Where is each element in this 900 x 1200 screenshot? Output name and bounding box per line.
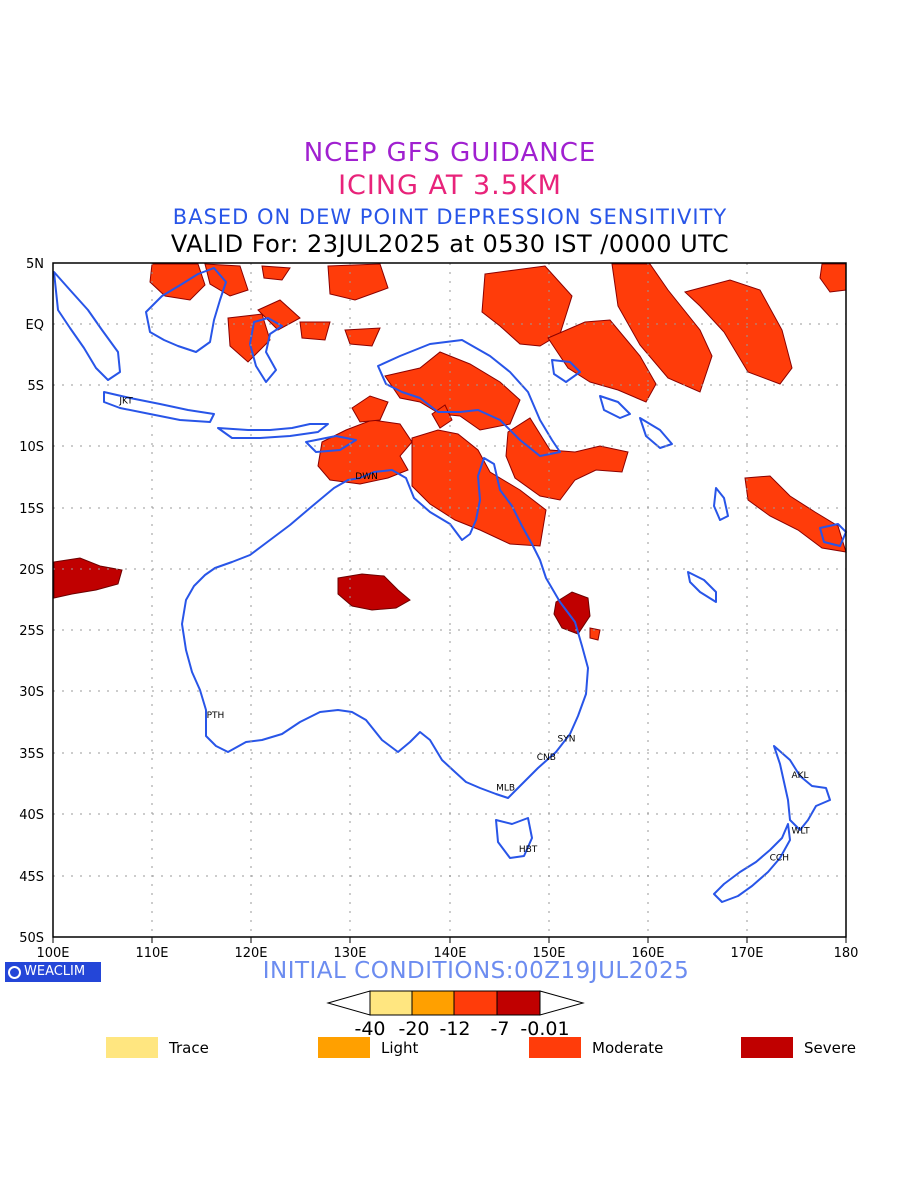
city-label-cnb: CNB xyxy=(537,753,556,763)
title-line-3: BASED ON DEW POINT DEPRESSION SENSITIVIT… xyxy=(172,205,728,229)
city-label-cch: CCH xyxy=(770,853,789,863)
y-tick-label: 45S xyxy=(19,870,44,885)
y-tick-label: 25S xyxy=(19,624,44,639)
brand-label: WEACLIM xyxy=(24,964,86,979)
initial-conditions: INITIAL CONDITIONS:00Z19JUL2025 xyxy=(262,958,690,984)
legend-label: Trace xyxy=(169,1039,209,1057)
x-tick-label: 110E xyxy=(135,946,168,961)
legend-swatch xyxy=(318,1037,370,1058)
sumatra-coast xyxy=(53,271,121,381)
legend-label: Light xyxy=(381,1039,419,1057)
y-tick-label: 20S xyxy=(19,563,44,578)
city-label-pth: PTH xyxy=(207,711,225,721)
weaclim-logo-icon xyxy=(8,966,21,979)
x-tick-label: 100E xyxy=(36,946,69,961)
y-tick-label: 10S xyxy=(19,440,44,455)
graticule xyxy=(53,263,846,937)
y-tick-label: 50S xyxy=(19,931,44,946)
y-tick-label: 30S xyxy=(19,685,44,700)
y-tick-label: 40S xyxy=(19,808,44,823)
city-label-syn: SYN xyxy=(558,734,576,744)
legend-swatch xyxy=(741,1037,793,1058)
colorbar-label: -12 xyxy=(439,1018,470,1040)
icing-map: 100E 110E 120E 130E 140E 150E 160E 170E … xyxy=(19,257,858,961)
x-tick-label: 150E xyxy=(532,946,565,961)
city-label-akl: AKL xyxy=(791,771,808,781)
borneo-coast xyxy=(145,267,227,353)
coastlines xyxy=(53,267,847,903)
city-label-hbt: HBT xyxy=(519,845,538,855)
y-tick-label: EQ xyxy=(26,318,44,333)
y-tick-label: 5S xyxy=(27,379,44,394)
australia-coast xyxy=(181,457,589,799)
legend-swatch xyxy=(106,1037,158,1058)
new-guinea-coast xyxy=(377,339,561,457)
icing-severe-areas xyxy=(53,557,591,635)
y-tick-label: 5N xyxy=(26,257,44,272)
title-line-2: ICING AT 3.5KM xyxy=(338,170,562,201)
city-label-jkt: JKT xyxy=(118,396,133,406)
tasmania-coast xyxy=(495,817,533,859)
y-axis-labels: 5N EQ 5S 10S 15S 20S 25S 30S 35S 40S 45S… xyxy=(19,257,44,946)
city-label-wlt: WLT xyxy=(791,826,810,836)
x-axis-labels: 100E 110E 120E 130E 140E 150E 160E 170E … xyxy=(36,946,858,961)
x-tick-label: 160E xyxy=(631,946,664,961)
x-tick-label: 140E xyxy=(433,946,466,961)
y-tick-label: 35S xyxy=(19,747,44,762)
valid-time: VALID For: 23JUL2025 at 0530 IST /0000 U… xyxy=(170,230,730,258)
colorbar-label: -7 xyxy=(491,1018,510,1040)
legend-label: Severe xyxy=(804,1039,856,1057)
x-tick-label: 130E xyxy=(333,946,366,961)
legend-label: Moderate xyxy=(592,1039,664,1057)
city-label-mlb: MLB xyxy=(496,783,515,793)
x-tick-label: 170E xyxy=(730,946,763,961)
x-tick-label: 180 xyxy=(834,946,859,961)
x-tick-label: 120E xyxy=(234,946,267,961)
legend-swatch xyxy=(529,1037,581,1058)
new-zealand-south xyxy=(713,823,791,903)
java-coast xyxy=(103,391,215,423)
sulawesi-coast xyxy=(249,317,283,383)
icing-moderate-areas xyxy=(149,263,847,641)
title-line-1: NCEP GFS GUIDANCE xyxy=(303,138,597,168)
weaclim-logo[interactable]: WEACLIM xyxy=(5,962,101,982)
colorbar-label: -20 xyxy=(398,1018,429,1040)
city-label-dwn: DWN xyxy=(355,472,378,482)
y-tick-label: 15S xyxy=(19,502,44,517)
new-zealand-north xyxy=(773,745,831,831)
